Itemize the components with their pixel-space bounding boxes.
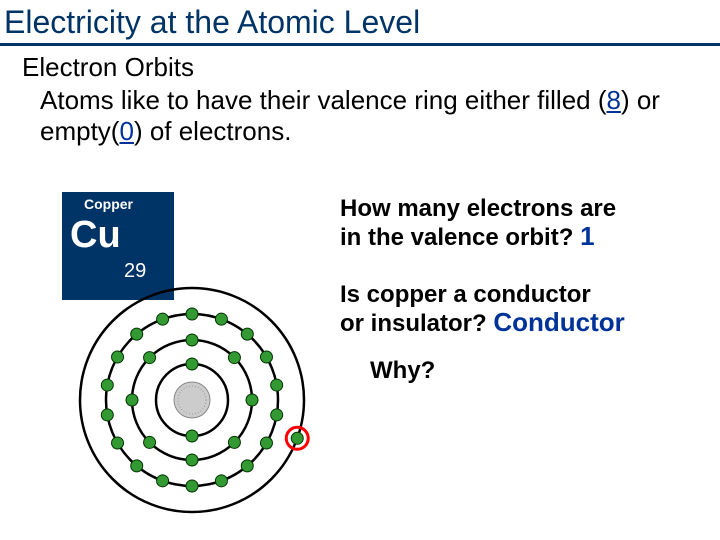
question-1: How many electrons are in the valence or… (340, 196, 710, 252)
q2-line2: or insulator? (340, 310, 487, 337)
atom-svg (62, 270, 322, 530)
element-symbol: Cu (62, 216, 174, 254)
element-name: Copper (62, 192, 174, 212)
body-pre: Atoms like to have their valence ring ei… (40, 85, 607, 115)
slide-title: Electricity at the Atomic Level (0, 0, 720, 46)
question-3: Why? (340, 358, 710, 384)
question-2: Is copper a conductor or insulator? Cond… (340, 282, 710, 338)
q2-line1: Is copper a conductor (340, 281, 591, 308)
questions-block: How many electrons are in the valence or… (340, 196, 710, 384)
q2-answer: Conductor (493, 307, 624, 337)
body-post: ) of electrons. (134, 116, 292, 146)
empty-count: 0 (119, 116, 133, 146)
q1-answer: 1 (580, 221, 594, 251)
slide-subtitle: Electron Orbits (0, 52, 720, 83)
q1-line1: How many electrons are (340, 195, 616, 222)
atom-diagram (62, 270, 322, 530)
filled-count: 8 (607, 85, 621, 115)
body-text: Atoms like to have their valence ring ei… (0, 85, 720, 146)
q1-line2: in the valence orbit? (340, 224, 573, 251)
